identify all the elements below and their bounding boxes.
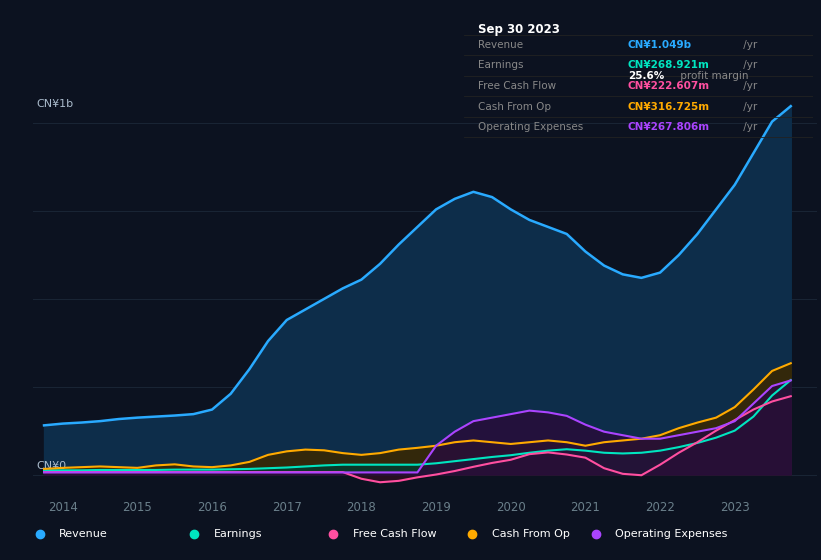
Text: CN¥267.806m: CN¥267.806m [628, 122, 710, 132]
Text: CN¥316.725m: CN¥316.725m [628, 101, 710, 111]
Text: Free Cash Flow: Free Cash Flow [478, 81, 556, 91]
Text: CN¥1b: CN¥1b [37, 99, 74, 109]
Text: Sep 30 2023: Sep 30 2023 [478, 23, 560, 36]
Text: /yr: /yr [740, 122, 757, 132]
Text: CN¥268.921m: CN¥268.921m [628, 60, 709, 71]
Text: Cash From Op: Cash From Op [492, 529, 570, 539]
Text: Cash From Op: Cash From Op [478, 101, 551, 111]
Text: Operating Expenses: Operating Expenses [615, 529, 727, 539]
Text: Earnings: Earnings [478, 60, 523, 71]
Text: Earnings: Earnings [213, 529, 262, 539]
Text: CN¥0: CN¥0 [37, 461, 67, 471]
Text: /yr: /yr [740, 60, 757, 71]
Text: profit margin: profit margin [677, 71, 748, 81]
Text: /yr: /yr [740, 40, 757, 50]
Text: /yr: /yr [740, 101, 757, 111]
Text: CN¥222.607m: CN¥222.607m [628, 81, 710, 91]
Text: /yr: /yr [740, 81, 757, 91]
Text: CN¥1.049b: CN¥1.049b [628, 40, 692, 50]
Text: 25.6%: 25.6% [628, 71, 664, 81]
Text: Revenue: Revenue [478, 40, 523, 50]
Text: Free Cash Flow: Free Cash Flow [353, 529, 436, 539]
Text: Revenue: Revenue [59, 529, 108, 539]
Text: Operating Expenses: Operating Expenses [478, 122, 583, 132]
